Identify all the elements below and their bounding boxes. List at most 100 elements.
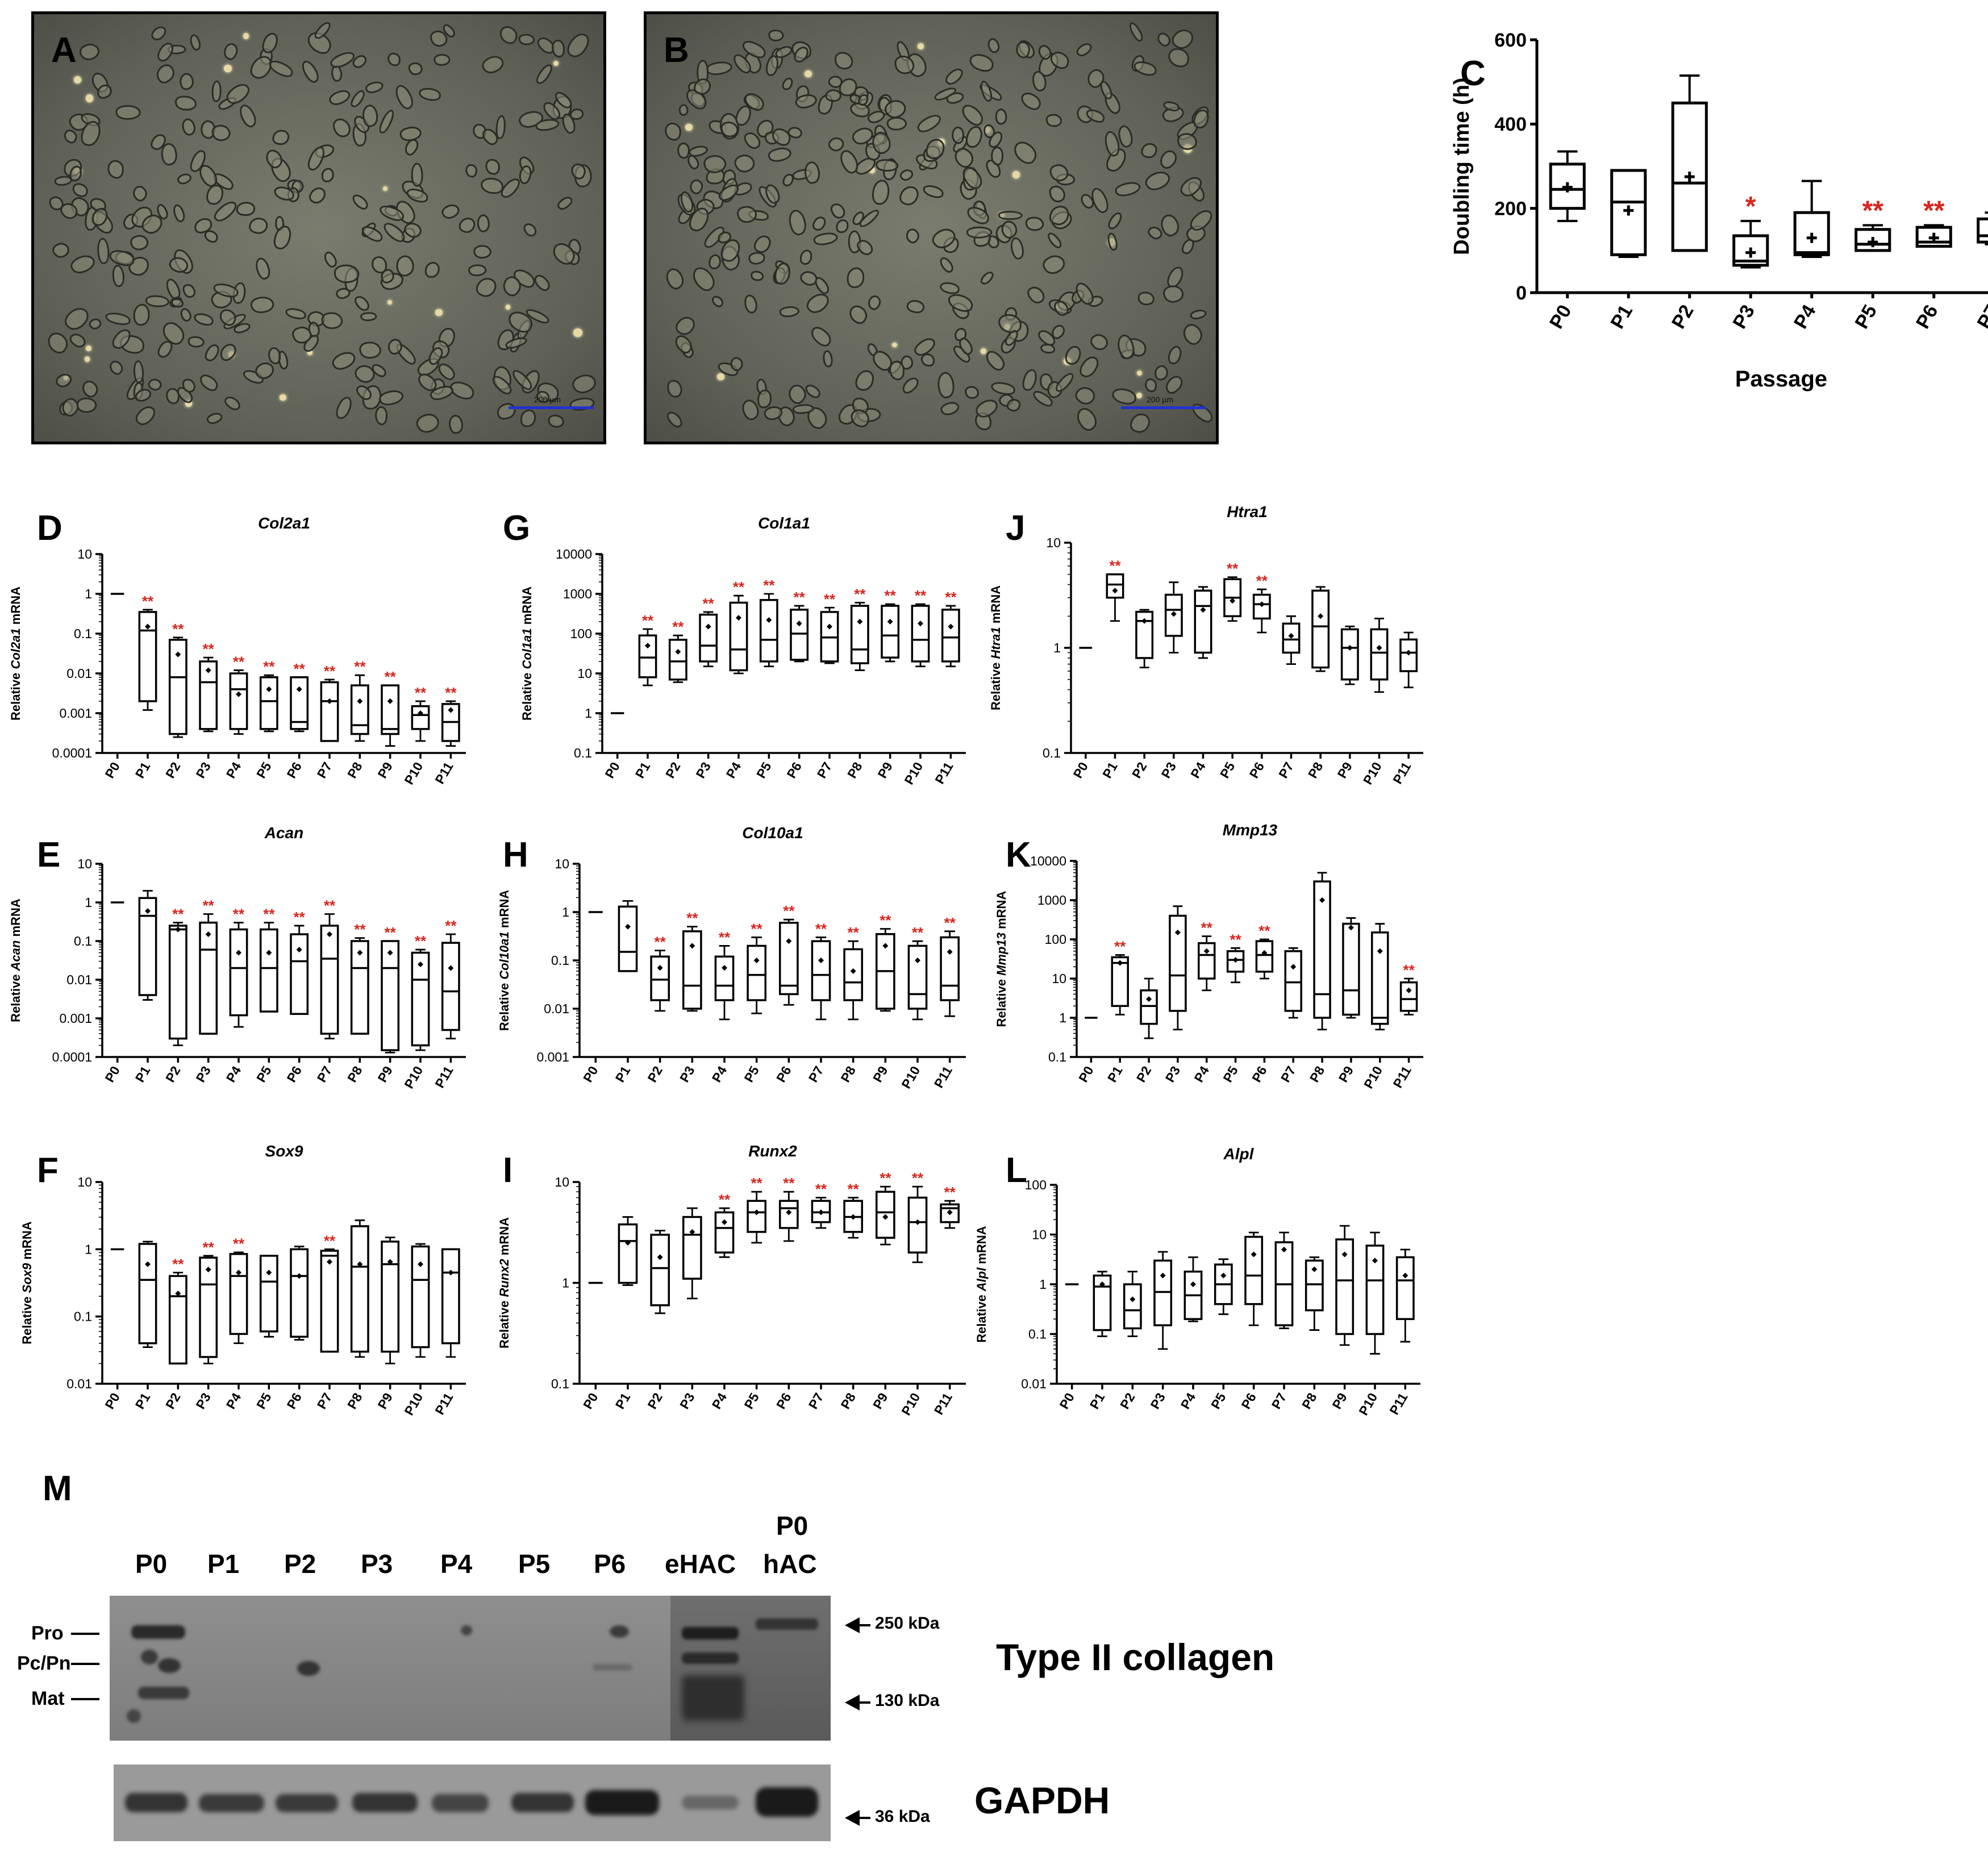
chart-title: Htra1: [1227, 503, 1268, 521]
box-p2: P2: [1117, 1271, 1142, 1412]
lane-label-p5: P5: [518, 1549, 551, 1579]
box-rect: [907, 944, 928, 1010]
mean-marker: [145, 623, 151, 630]
mean-marker: [625, 1239, 631, 1246]
x-tick-label: P3: [693, 760, 714, 781]
box-p8: P8 **: [844, 586, 869, 781]
y-tick-label: 0.01: [66, 972, 92, 987]
x-tick-label: P7: [1973, 301, 1988, 332]
box-p1: P1 **: [132, 593, 157, 781]
mean-marker: [1281, 1246, 1287, 1252]
mean-marker: [736, 615, 741, 621]
x-tick-label: P0: [1070, 760, 1091, 781]
x-tick-label: P8: [844, 759, 865, 781]
box-p9: P9: [1335, 625, 1359, 781]
lane-label-p4: P4: [440, 1549, 473, 1579]
box-p7: P7 **: [314, 1232, 339, 1412]
x-tick-label: P11: [432, 1063, 456, 1091]
y-tick-label: 1: [85, 1242, 92, 1256]
significance-marker: **: [1403, 962, 1415, 979]
box-rect: [381, 1241, 400, 1353]
y-tick-label: 1: [562, 1276, 569, 1291]
x-tick-label: P11: [932, 759, 956, 786]
mean-marker: [236, 1270, 241, 1276]
panel-letter-k: K: [1006, 835, 1031, 875]
x-tick-label: P3: [1158, 760, 1180, 781]
x-tick-label: P10: [401, 1391, 426, 1418]
mean-marker: [857, 618, 863, 625]
band: [131, 1625, 185, 1639]
mean-marker: [175, 926, 181, 933]
x-tick-label: P5: [253, 1063, 274, 1085]
box-p5: P5 **: [1220, 931, 1245, 1085]
band: [432, 1794, 489, 1812]
chart-title: Col10a1: [742, 824, 803, 842]
y-axis-label-gene: Mmp13: [994, 933, 1008, 976]
box-p1: P1: [132, 1241, 157, 1412]
significance-marker: **: [233, 653, 245, 670]
x-tick-label: P9: [870, 1391, 891, 1412]
x-tick-label: P10: [901, 760, 926, 787]
mean-marker: [657, 1254, 663, 1260]
x-tick-label: P0: [580, 1391, 601, 1412]
panel-letter-h: H: [503, 835, 528, 875]
x-tick-label: P1: [132, 1063, 153, 1085]
x-tick-label: P2: [162, 760, 184, 781]
box-p6: P6 **: [284, 660, 309, 781]
band-label-pcpn: Pc/Pn: [17, 1653, 71, 1674]
significance-marker: **: [944, 1184, 956, 1201]
x-tick-label: P4: [223, 1063, 244, 1085]
x-tick-label: P3: [193, 760, 214, 781]
round-cell: [505, 305, 511, 310]
x-tick-label: P9: [1336, 1064, 1357, 1085]
y-axis-label-gene: Alpl: [974, 1267, 989, 1292]
mean-marker: [1347, 645, 1353, 651]
x-tick-label: P3: [1147, 1391, 1168, 1412]
y-axis-label-gene: Col10a1: [497, 931, 511, 979]
round-cell: [224, 65, 232, 73]
x-tick-label: P7: [814, 760, 835, 781]
mean-marker: [327, 931, 332, 938]
box-rect: [881, 605, 900, 659]
mean-marker: [1928, 232, 1939, 243]
box-p4: P4 **: [1191, 919, 1216, 1085]
box-p3: P3: [677, 1207, 702, 1412]
y-axis-label: Relative Col1a1 mRNA: [520, 586, 534, 721]
box-p7: P7 **: [806, 1180, 831, 1412]
box-p10: P10: [1360, 618, 1389, 787]
scale-label-a: 200 µm: [534, 395, 561, 404]
box-rect: [1106, 573, 1124, 599]
mean-marker: [705, 623, 711, 630]
mean-marker: [266, 950, 272, 956]
box-rect: [411, 951, 430, 1047]
mean-marker: [882, 1214, 889, 1220]
box-rect: [168, 925, 187, 1040]
box-rect: [199, 1256, 218, 1358]
mean-marker: [1230, 598, 1236, 604]
y-axis-label-suffix: mRNA: [9, 586, 23, 628]
box-p4: P4 **: [223, 1235, 248, 1412]
box-rect: [1255, 940, 1274, 973]
y-axis-label-suffix: mRNA: [994, 891, 1008, 933]
x-axis-label: Passage: [1735, 367, 1827, 392]
band: [141, 1650, 158, 1664]
x-tick-label: P5: [741, 1063, 762, 1085]
box-p5: P5 **: [1851, 195, 1891, 332]
y-axis-label: Relative Runx2 mRNA: [497, 1217, 511, 1349]
arrow-icon: [845, 1810, 860, 1826]
mean-marker: [1562, 182, 1573, 193]
y-axis-label-gene: Col2a1: [9, 628, 23, 669]
box-p8: P8 **: [344, 921, 369, 1085]
band-tick-pcpn: [71, 1663, 99, 1665]
mean-marker: [1745, 247, 1756, 258]
box-rect: [290, 1248, 309, 1338]
x-tick-label: P3: [1162, 1064, 1183, 1085]
mean-marker: [387, 1259, 393, 1265]
x-tick-label: P5: [1208, 1390, 1229, 1412]
y-axis-label-gene: Htra1: [989, 627, 1003, 659]
y-tick-label: 0.01: [66, 666, 92, 681]
box-rect: [790, 609, 809, 661]
mean-marker: [1146, 996, 1152, 1002]
round-cell: [553, 61, 559, 66]
x-tick-label: P1: [612, 1390, 634, 1412]
